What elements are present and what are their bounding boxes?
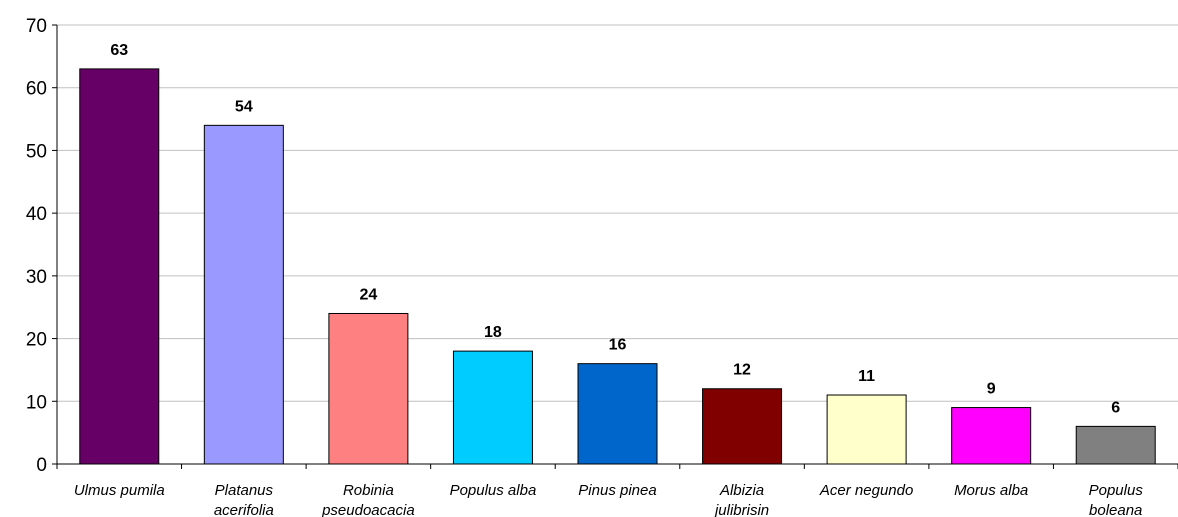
category-label: Albizia [719, 482, 764, 499]
category-label: Populus [1089, 482, 1144, 499]
y-tick-label: 20 [26, 330, 47, 351]
category-label: Platanus [215, 482, 274, 499]
y-tick-label: 70 [26, 16, 47, 37]
category-label: acerifolia [214, 502, 274, 517]
y-tick-label: 0 [36, 455, 47, 476]
bar [951, 407, 1032, 465]
data-label: 63 [110, 42, 128, 59]
data-label: 24 [359, 286, 377, 303]
data-label: 16 [609, 337, 627, 354]
data-label: 54 [235, 98, 253, 115]
bars [79, 68, 1156, 465]
category-label: pseudoacacia [321, 502, 415, 517]
bar [452, 350, 533, 465]
data-label: 9 [987, 381, 996, 398]
category-label: Pinus pinea [578, 482, 656, 499]
bar [826, 394, 907, 465]
category-label: Acer negundo [819, 482, 913, 499]
data-label: 6 [1111, 399, 1120, 416]
y-tick-label: 60 [26, 79, 47, 100]
data-label: 11 [858, 368, 875, 385]
bar [577, 363, 658, 465]
bar [328, 312, 409, 465]
labels: 0 10 20 30 40 50 60 70 63 Ulmus pumila 54 Platanus a… [26, 16, 1143, 517]
bar [1075, 425, 1156, 465]
y-tick-label: 10 [26, 392, 47, 413]
category-label: Morus alba [954, 482, 1028, 499]
data-label: 12 [733, 362, 751, 379]
bar [203, 124, 284, 465]
data-label: 18 [484, 324, 502, 341]
bar [79, 68, 160, 465]
y-tick-label: 40 [26, 204, 47, 225]
y-tick-label: 50 [26, 141, 47, 162]
y-tick-label: 30 [26, 267, 47, 288]
category-label: Ulmus pumila [74, 482, 165, 499]
category-label: boleana [1089, 502, 1142, 517]
category-label: julibrisin [713, 502, 769, 517]
bar [702, 388, 783, 465]
category-label: Robinia [343, 482, 394, 499]
category-label: Populus alba [450, 482, 537, 499]
